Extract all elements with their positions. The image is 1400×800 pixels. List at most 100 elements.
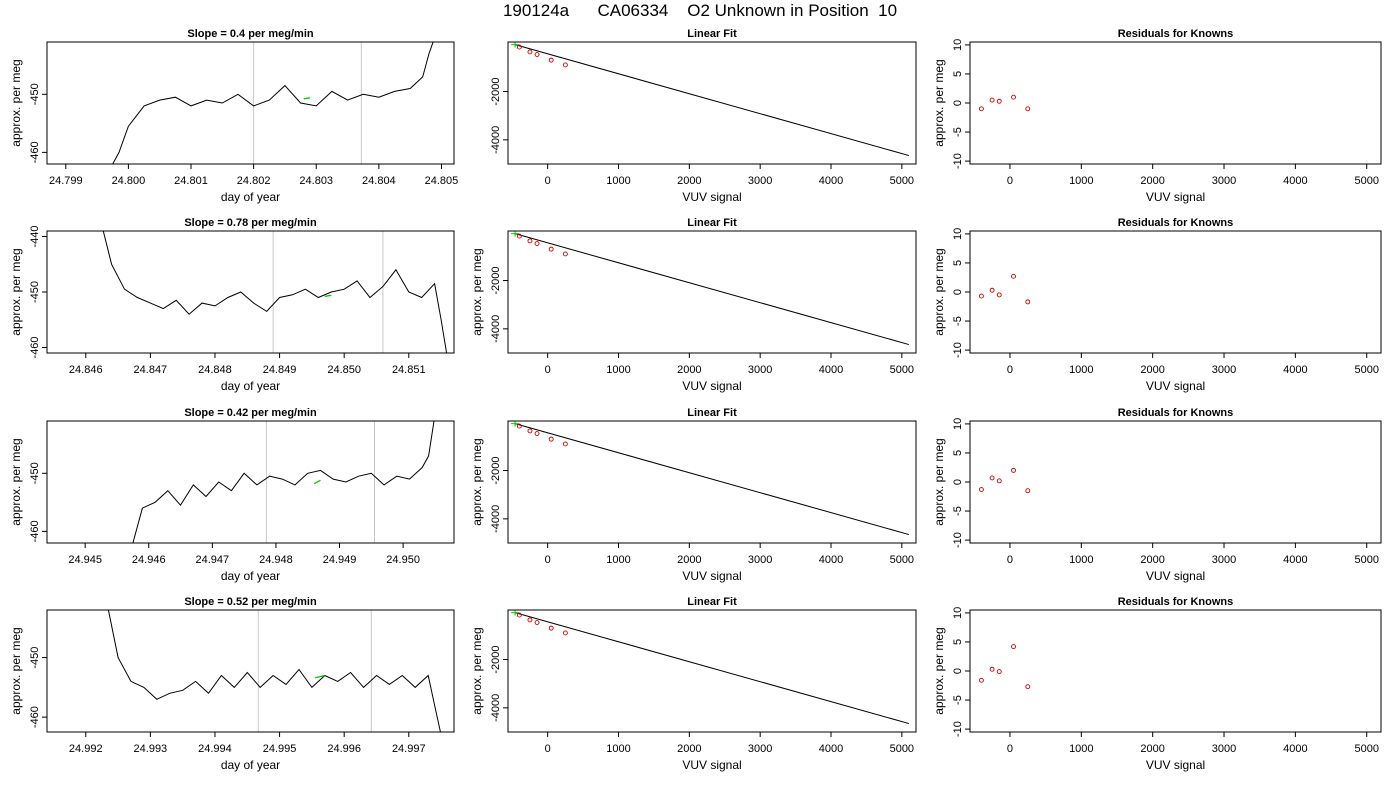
x-tick-label: 2000 — [677, 364, 701, 376]
x-axis-label: day of year — [221, 569, 280, 583]
series-line — [102, 231, 448, 353]
plot-frame — [507, 420, 917, 544]
data-point — [562, 630, 568, 636]
x-tick-label: 24.945 — [68, 554, 102, 566]
fit-line — [514, 233, 910, 346]
panel-time-series-row-4: Slope = 0.52 per meg/min 24.992 24.993 24.9… — [9, 596, 455, 772]
y-tick-label: 10 — [952, 39, 964, 51]
x-axis-label: day of year — [221, 190, 280, 204]
plot-frame — [969, 41, 1382, 165]
plot-area — [511, 231, 910, 346]
x-tick-label: 0 — [545, 364, 551, 376]
x-tick-label: 24.947 — [196, 554, 230, 566]
panel-title: Slope = 0.42 per meg/min — [184, 407, 317, 419]
data-point — [562, 441, 568, 447]
x-tick-label: 0 — [1007, 743, 1013, 755]
x-tick-label: 5000 — [1354, 743, 1378, 755]
data-point — [527, 428, 533, 434]
y-tick-label: 5 — [952, 71, 964, 77]
plot-area — [978, 644, 1031, 690]
x-tick-label: 24.800 — [112, 175, 146, 187]
plot-frame — [46, 420, 455, 544]
series-line — [132, 421, 435, 543]
y-tick-label: -450 — [29, 462, 41, 484]
x-tick-label: 24.802 — [237, 175, 271, 187]
data-point — [534, 241, 540, 247]
data-point — [978, 487, 984, 493]
plot-frame — [46, 609, 455, 733]
y-tick-label: -4000 — [490, 505, 502, 533]
y-tick-label: 10 — [952, 418, 964, 430]
y-tick-label: 5 — [952, 639, 964, 645]
x-tick-label: 24.948 — [259, 554, 293, 566]
x-tick-label: 3000 — [748, 743, 772, 755]
data-point — [562, 62, 568, 68]
y-tick-label: -460 — [29, 336, 41, 358]
x-tick-label: 4000 — [1283, 364, 1307, 376]
panel-residuals-row-4: Residuals for Knowns 0 1000 2000 3000 4000 500… — [932, 596, 1382, 772]
x-tick-label: 3000 — [1212, 364, 1236, 376]
data-point — [534, 620, 540, 626]
x-tick-label: 4000 — [819, 175, 843, 187]
plot-frame — [507, 609, 917, 733]
plot-frame — [969, 420, 1382, 544]
data-point — [989, 287, 995, 293]
x-tick-label: 3000 — [1212, 554, 1236, 566]
y-axis-label: approx. per meg — [9, 627, 23, 714]
x-tick-label: 4000 — [819, 554, 843, 566]
y-tick-label: -10 — [952, 342, 964, 358]
x-tick-label: 1000 — [606, 175, 630, 187]
data-point — [1025, 488, 1031, 494]
data-point — [548, 625, 554, 631]
panel-residuals-row-1: Residuals for Knowns 0 1000 2000 3000 4000 500… — [932, 28, 1382, 204]
x-tick-label: 4000 — [1283, 554, 1307, 566]
x-tick-label: 5000 — [1354, 364, 1378, 376]
panel-title: Linear Fit — [687, 407, 737, 419]
x-tick-label: 0 — [545, 554, 551, 566]
y-tick-label: -5 — [952, 506, 964, 516]
data-point — [996, 292, 1002, 298]
plot-area — [132, 421, 435, 543]
x-axis-label: day of year — [221, 758, 280, 772]
data-point — [1011, 644, 1016, 650]
y-tick-label: -10 — [952, 532, 964, 548]
x-tick-label: 0 — [1007, 554, 1013, 566]
x-tick-label: 2000 — [677, 175, 701, 187]
x-axis-label: VUV signal — [682, 379, 741, 393]
plot-area — [511, 610, 910, 725]
data-point — [1011, 94, 1016, 100]
data-point — [534, 431, 540, 437]
y-axis-label: approx. per meg — [9, 248, 23, 335]
x-tick-label: 5000 — [890, 743, 914, 755]
plot-area — [511, 42, 910, 157]
x-tick-label: 2000 — [677, 554, 701, 566]
panel-linear-fit-row-1: Linear Fit 0 1000 2000 3000 4000 5000 -4000 -200… — [490, 28, 917, 204]
panel-linear-fit-row-3: Linear Fit 0 1000 2000 3000 4000 5000 -4000 -200… — [470, 407, 917, 583]
y-tick-label: -4000 — [490, 694, 502, 722]
x-axis-label: VUV signal — [682, 569, 741, 583]
x-tick-label: 1000 — [1069, 554, 1093, 566]
y-tick-label: 0 — [952, 100, 964, 106]
y-tick-label: -5 — [952, 316, 964, 326]
plot-frame — [969, 230, 1382, 354]
x-tick-label: 24.950 — [386, 554, 420, 566]
y-tick-label: -5 — [952, 127, 964, 137]
series-line — [112, 42, 434, 164]
plot-frame — [507, 230, 917, 354]
x-tick-label: 0 — [545, 743, 551, 755]
data-point — [527, 617, 533, 623]
fit-line — [514, 423, 910, 536]
data-point — [562, 251, 568, 257]
x-tick-label: 4000 — [819, 364, 843, 376]
y-tick-label: -2000 — [490, 456, 502, 484]
plot-area — [112, 42, 434, 164]
x-tick-label: 3000 — [748, 554, 772, 566]
data-point — [527, 49, 533, 55]
y-tick-label: 0 — [952, 479, 964, 485]
data-point — [1011, 467, 1016, 473]
x-tick-label: 1000 — [1069, 175, 1093, 187]
x-axis-label: VUV signal — [1146, 758, 1205, 772]
x-tick-label: 24.992 — [69, 743, 103, 755]
x-tick-label: 0 — [1007, 175, 1013, 187]
panel-title: Linear Fit — [687, 28, 737, 40]
